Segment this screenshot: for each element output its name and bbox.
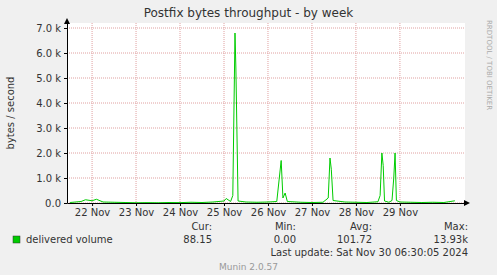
footer: Munin 2.0.57 xyxy=(219,262,278,272)
grid-line xyxy=(136,23,137,203)
stat-label: Cur: xyxy=(191,221,212,232)
marks xyxy=(70,33,455,203)
y-axis: 0.0 1.0 k 2.0 k 3.0 k 4.0 k 5.0 k 6.0 k 7.0 k xyxy=(36,23,67,209)
grid-line xyxy=(67,103,465,104)
tick-label: 4.0 k xyxy=(36,98,61,109)
tick-mark xyxy=(136,203,137,206)
stat-label: Max: xyxy=(444,221,468,232)
tick-label: 25 Nov xyxy=(207,207,243,218)
y-tick: 4.0 k xyxy=(36,98,67,109)
tick-mark xyxy=(356,203,357,206)
stat-value: 101.72 xyxy=(337,234,372,245)
x-tick: 22 Nov xyxy=(75,203,111,218)
y-tick: 7.0 k xyxy=(36,23,67,34)
tick-label: 27 Nov xyxy=(295,207,331,218)
tick-label: 1.0 k xyxy=(36,173,61,184)
y-tick: 6.0 k xyxy=(36,48,67,59)
x-axis: 22 Nov 23 Nov 24 Nov 25 Nov 26 Nov 27 Nov 28 N… xyxy=(68,203,466,218)
x-tick: 27 Nov xyxy=(295,203,331,218)
tick-label: 26 Nov xyxy=(251,207,287,218)
x-tick: 23 Nov xyxy=(119,203,155,218)
grid-line xyxy=(67,53,465,54)
tick-label: 0.0 xyxy=(45,198,61,209)
chart: 0.0 1.0 k 2.0 k 3.0 k 4.0 k 5.0 k 6.0 k 7.0 k 22… xyxy=(0,0,497,275)
tick-label: 6.0 k xyxy=(36,48,61,59)
y-axis-title: bytes / second xyxy=(5,77,16,150)
grid-line xyxy=(355,23,356,203)
tick-label: 7.0 k xyxy=(36,23,61,34)
tick-mark xyxy=(64,178,67,179)
grid-line xyxy=(67,153,465,154)
grid-line xyxy=(67,128,465,129)
tick-label: 22 Nov xyxy=(75,207,111,218)
tick-mark xyxy=(64,78,67,79)
y-tick: 0.0 xyxy=(45,198,67,209)
x-tick: 29 Nov xyxy=(383,203,419,218)
last-update: Last update: Sat Nov 30 06:30:05 2024 xyxy=(270,247,468,258)
axis-arrow xyxy=(67,20,68,23)
tick-mark xyxy=(64,28,67,29)
tick-mark xyxy=(224,203,225,206)
tick-label: 3.0 k xyxy=(36,123,61,134)
grid-line xyxy=(67,28,465,29)
series-line xyxy=(70,33,455,203)
tick-mark xyxy=(268,203,269,206)
legend-swatch xyxy=(13,236,20,243)
axis-arrow xyxy=(64,18,70,24)
grid-line xyxy=(92,23,93,203)
tick-mark xyxy=(92,203,93,206)
tick-mark xyxy=(400,203,401,206)
tick-label: 29 Nov xyxy=(383,207,419,218)
plot-area xyxy=(67,23,465,203)
grid-line xyxy=(267,23,268,203)
y-tick: 3.0 k xyxy=(36,123,67,134)
stat-value: 88.15 xyxy=(183,234,212,245)
x-tick: 28 Nov xyxy=(339,203,375,218)
title: Postfix bytes throughput - by week xyxy=(144,6,354,20)
axis-line xyxy=(68,203,466,204)
x-tick: 26 Nov xyxy=(251,203,287,218)
y-tick: 1.0 k xyxy=(36,173,67,184)
background xyxy=(0,0,497,275)
tick-mark xyxy=(64,203,67,204)
stat-label: Avg: xyxy=(350,221,372,232)
tick-mark xyxy=(64,128,67,129)
tick-mark xyxy=(64,153,67,154)
grid-line xyxy=(180,23,181,203)
grid-line xyxy=(399,23,400,203)
tick-label: 2.0 k xyxy=(36,148,61,159)
stat-label: Min: xyxy=(275,221,296,232)
grid xyxy=(67,23,465,203)
grid-line xyxy=(67,178,465,179)
axis-line xyxy=(67,24,68,204)
tick-mark xyxy=(312,203,313,206)
legend-label: delivered volume xyxy=(26,234,113,245)
grid-line xyxy=(67,78,465,79)
tick-mark xyxy=(64,103,67,104)
tick-label: 5.0 k xyxy=(36,73,61,84)
stat-value: 0.00 xyxy=(274,234,296,245)
watermark: RRDTOOL / TOBI OETIKER xyxy=(485,20,493,110)
y-tick: 5.0 k xyxy=(36,73,67,84)
tick-label: 23 Nov xyxy=(119,207,155,218)
tick-mark xyxy=(64,53,67,54)
y-tick: 2.0 k xyxy=(36,148,67,159)
tick-label: 24 Nov xyxy=(163,207,199,218)
grid-line xyxy=(311,23,312,203)
x-tick: 25 Nov xyxy=(207,203,243,218)
tick-mark xyxy=(180,203,181,206)
x-tick: 24 Nov xyxy=(163,203,199,218)
grid-line xyxy=(224,23,225,203)
axis-arrow xyxy=(464,200,470,206)
stat-value: 13.93k xyxy=(434,234,469,245)
tick-label: 28 Nov xyxy=(339,207,375,218)
